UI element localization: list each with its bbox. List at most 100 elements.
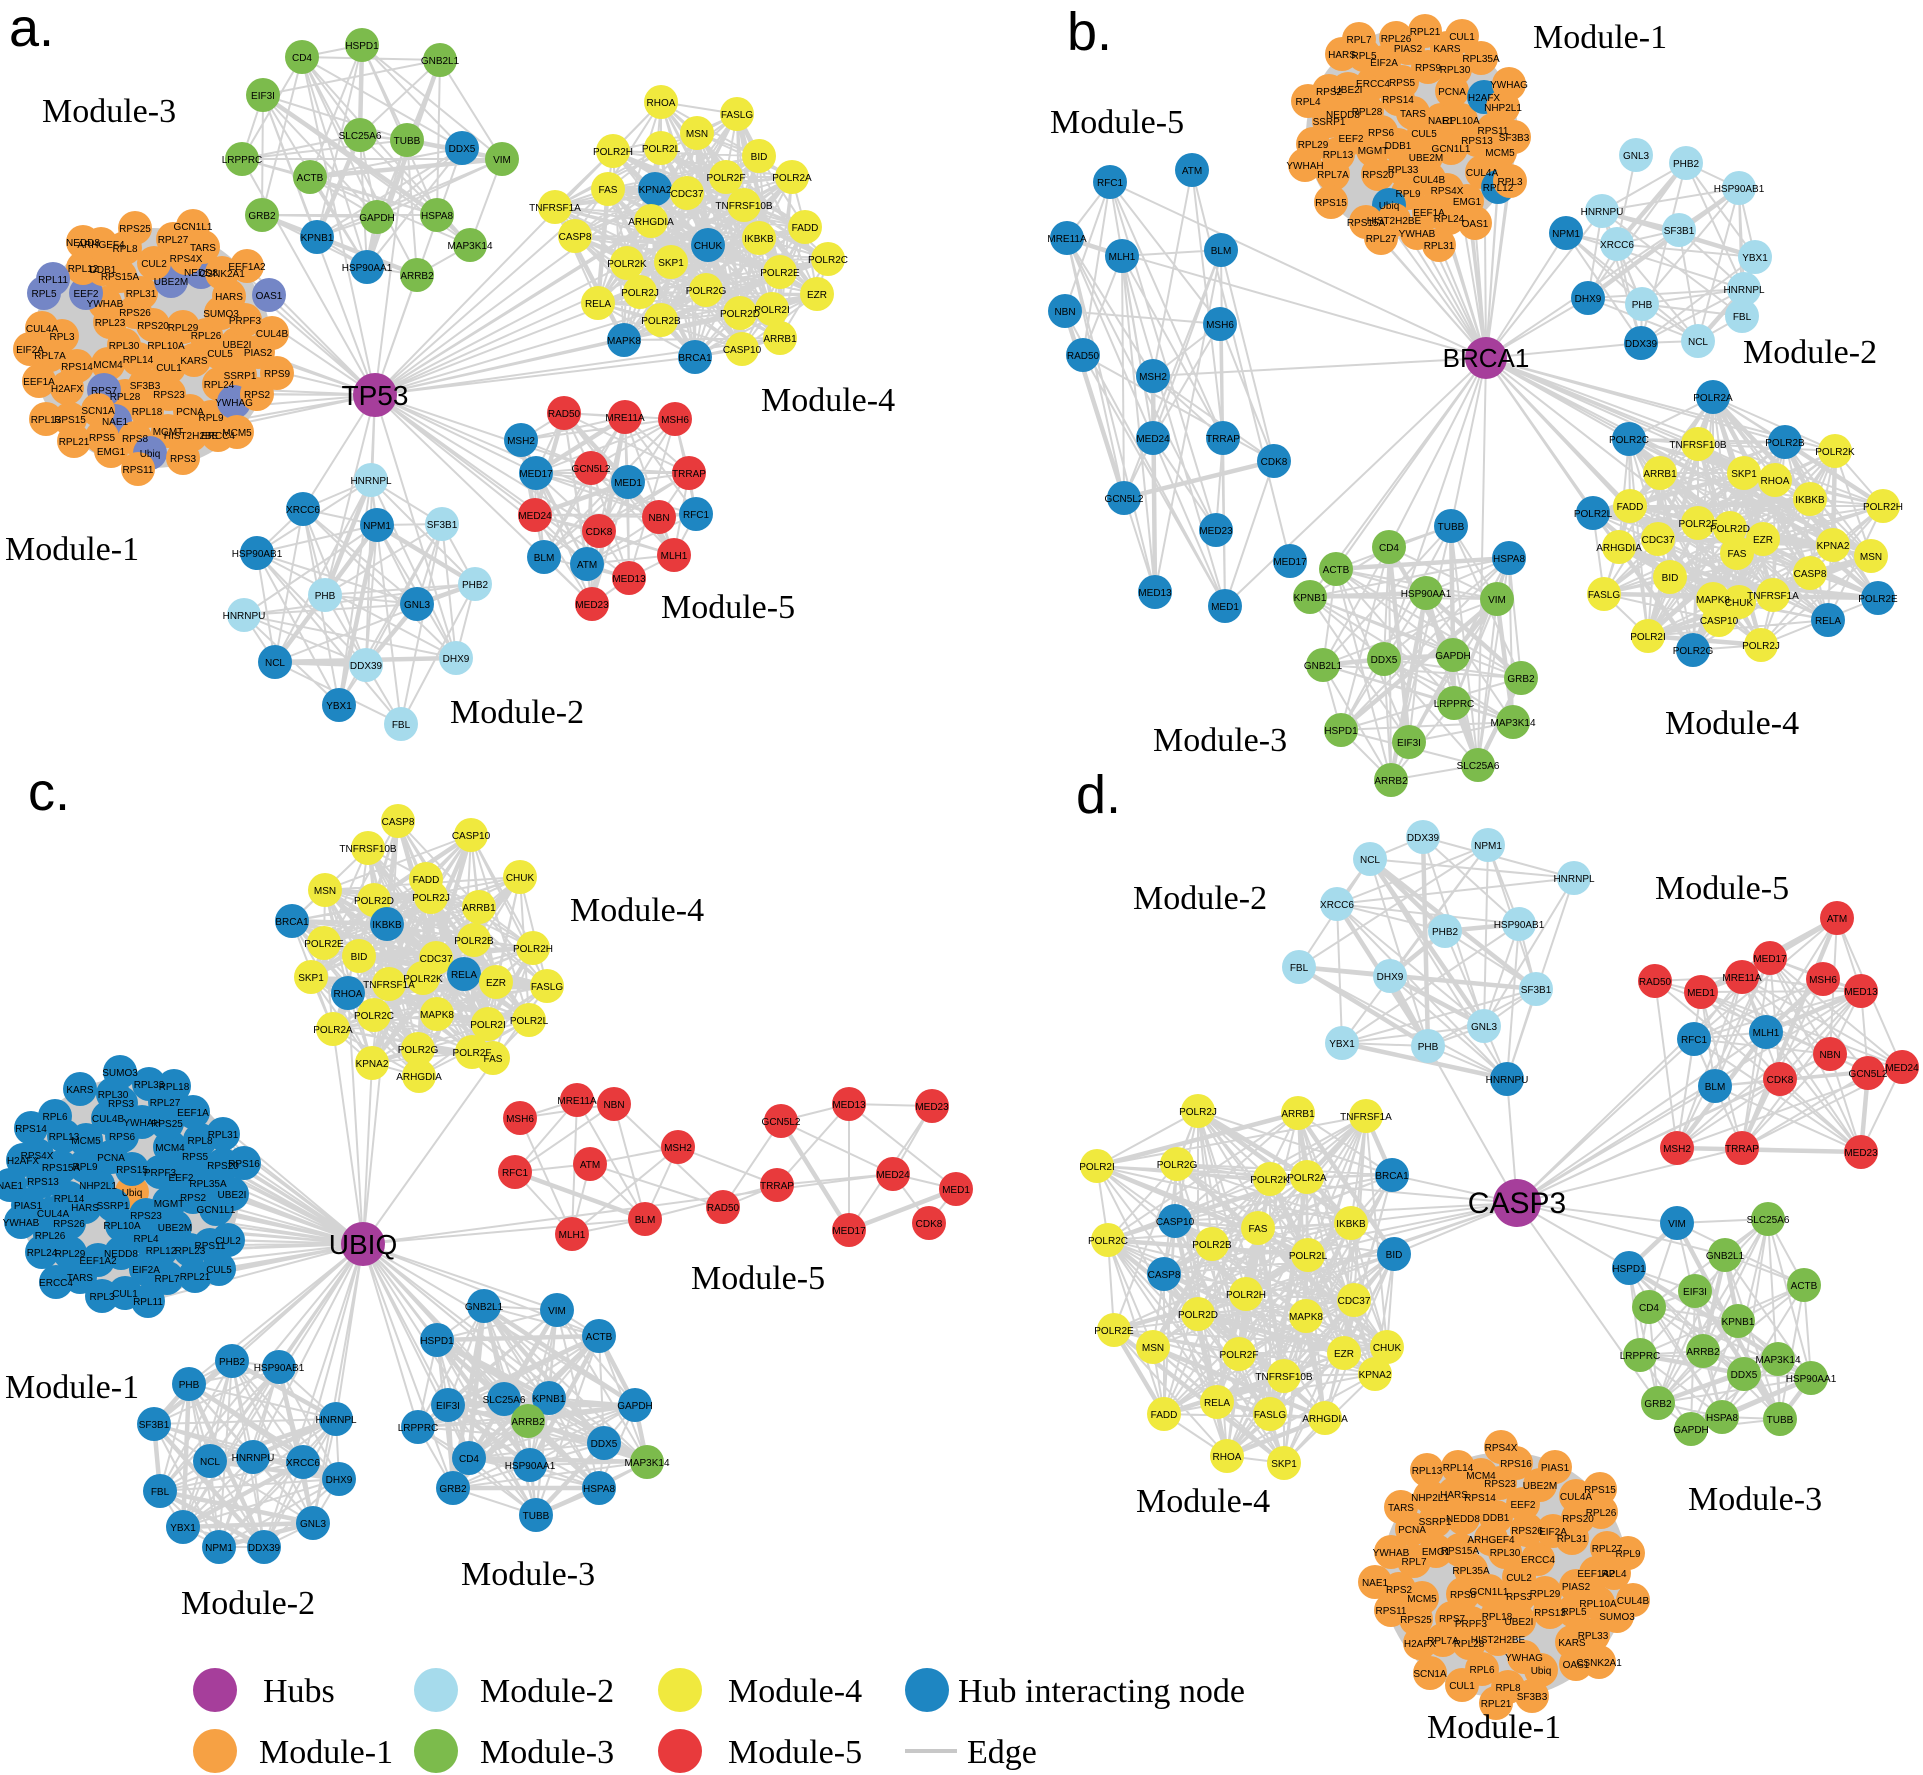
svg-text:EEF1A2: EEF1A2 [228,262,266,273]
svg-text:BLM: BLM [635,1215,656,1226]
svg-text:RPL18: RPL18 [1482,1612,1513,1623]
svg-text:HSPA8: HSPA8 [421,211,453,222]
svg-text:HSPD1: HSPD1 [345,41,379,52]
svg-text:MED1: MED1 [942,1185,970,1196]
svg-text:GCN5L2: GCN5L2 [572,464,611,475]
svg-text:DDX39: DDX39 [1625,339,1658,350]
svg-text:KPNB1: KPNB1 [533,1394,566,1405]
svg-text:BRCA1: BRCA1 [1443,343,1530,373]
svg-text:POLR2I: POLR2I [1630,632,1666,643]
svg-text:CASP3: CASP3 [1468,1187,1566,1220]
svg-text:RPL27: RPL27 [158,235,189,246]
svg-text:XRCC6: XRCC6 [286,1458,320,1469]
svg-text:POLR2F: POLR2F [707,173,746,184]
svg-text:ATM: ATM [1182,166,1202,177]
svg-text:MLH1: MLH1 [661,551,688,562]
svg-text:GRB2: GRB2 [439,1484,467,1495]
svg-text:HNRNPL: HNRNPL [1723,285,1765,296]
svg-text:DDX5: DDX5 [1731,1370,1758,1381]
svg-text:CUL5: CUL5 [206,1265,232,1276]
svg-text:EEF2: EEF2 [168,1173,193,1184]
svg-text:EZR: EZR [807,290,827,301]
svg-text:RPL28: RPL28 [1454,1639,1485,1650]
svg-text:YWHAB: YWHAB [1399,229,1436,240]
svg-text:DDX39: DDX39 [248,1543,281,1554]
svg-text:RPS26: RPS26 [119,308,151,319]
svg-text:CASP10: CASP10 [452,831,491,842]
svg-text:MED13: MED13 [1844,987,1878,998]
svg-text:POLR2E: POLR2E [760,268,800,279]
svg-text:PCNA: PCNA [176,407,204,418]
svg-text:RPL18: RPL18 [159,1082,190,1093]
svg-text:RPL21: RPL21 [1410,27,1441,38]
svg-text:CUL4A: CUL4A [26,324,59,335]
svg-text:RPL7: RPL7 [1346,35,1371,46]
svg-text:MED23: MED23 [575,600,609,611]
svg-text:CASP10: CASP10 [723,345,762,356]
svg-text:RPS8: RPS8 [1450,1590,1477,1601]
svg-text:RPS11: RPS11 [123,465,154,476]
svg-text:RPL26: RPL26 [1586,1508,1617,1519]
svg-text:NEDD8: NEDD8 [104,1249,138,1260]
svg-text:HNRNPL: HNRNPL [1553,874,1595,885]
svg-text:RPL8: RPL8 [187,1136,212,1147]
svg-text:Ubiq: Ubiq [1379,201,1400,212]
svg-text:H2AFX: H2AFX [51,384,84,395]
svg-text:HNRNPL: HNRNPL [315,1415,357,1426]
svg-text:RPL26: RPL26 [1381,34,1412,45]
svg-text:KPNB1: KPNB1 [301,233,334,244]
svg-text:SKP1: SKP1 [1731,469,1757,480]
svg-text:HNRNPL: HNRNPL [350,476,392,487]
svg-text:CUL4B: CUL4B [1413,175,1446,186]
svg-text:MED24: MED24 [1136,434,1170,445]
svg-text:RPL10A: RPL10A [1442,116,1480,127]
svg-text:CDK8: CDK8 [586,527,613,538]
svg-text:RPL9: RPL9 [198,413,223,424]
svg-text:NEDD8: NEDD8 [66,238,100,249]
svg-text:Module-4: Module-4 [1136,1483,1270,1520]
svg-text:MSN: MSN [314,886,336,897]
svg-text:PHB2: PHB2 [219,1357,246,1368]
svg-text:HSPD1: HSPD1 [1612,1264,1646,1275]
svg-text:SF3B3: SF3B3 [130,381,161,392]
svg-text:DDB1: DDB1 [90,265,117,276]
svg-text:EEF1A: EEF1A [23,377,55,388]
svg-text:RPS26: RPS26 [1511,1526,1543,1537]
svg-text:RPL29: RPL29 [1298,140,1329,151]
svg-text:DDX39: DDX39 [350,661,383,672]
svg-text:GAPDH: GAPDH [359,213,395,224]
svg-text:EEF2: EEF2 [73,289,98,300]
svg-text:MED17: MED17 [519,469,553,480]
svg-text:MCM5: MCM5 [1407,1594,1437,1605]
svg-text:RPS13: RPS13 [1461,136,1493,147]
svg-text:POLR2C: POLR2C [1088,1236,1128,1247]
svg-text:RPL21: RPL21 [180,1272,211,1283]
svg-text:YBX1: YBX1 [326,701,352,712]
svg-text:ERCC4: ERCC4 [1356,79,1390,90]
svg-text:TARS: TARS [67,1273,93,1284]
svg-text:HIST2H2BE: HIST2H2BE [164,431,219,442]
svg-text:VIM: VIM [1668,1219,1686,1230]
svg-text:DDX5: DDX5 [591,1439,618,1450]
svg-text:LRPPRC: LRPPRC [222,155,263,166]
svg-text:YWHAB: YWHAB [87,299,124,310]
svg-text:MED1: MED1 [1687,988,1715,999]
svg-text:NBN: NBN [603,1100,624,1111]
svg-text:EIF2A: EIF2A [1370,58,1398,69]
svg-text:SSRP1: SSRP1 [1419,1517,1452,1528]
svg-text:POLR2K: POLR2K [1250,1175,1290,1186]
svg-text:RPL9: RPL9 [72,1162,97,1173]
svg-text:TNFRSF1A: TNFRSF1A [529,203,581,214]
svg-text:RPL24: RPL24 [204,380,235,391]
svg-text:HSPA8: HSPA8 [583,1484,615,1495]
svg-text:Module-5: Module-5 [728,1734,862,1771]
svg-text:GAPDH: GAPDH [1673,1425,1709,1436]
svg-text:RPL5: RPL5 [31,289,56,300]
svg-text:OAS1: OAS1 [1563,1660,1590,1671]
svg-text:NPM1: NPM1 [1552,229,1580,240]
svg-text:RPL31: RPL31 [1424,241,1455,252]
svg-text:TARS: TARS [1388,1503,1414,1514]
svg-text:CD4: CD4 [1379,543,1399,554]
svg-text:GAPDH: GAPDH [617,1401,653,1412]
svg-text:RPL12: RPL12 [146,1246,177,1257]
